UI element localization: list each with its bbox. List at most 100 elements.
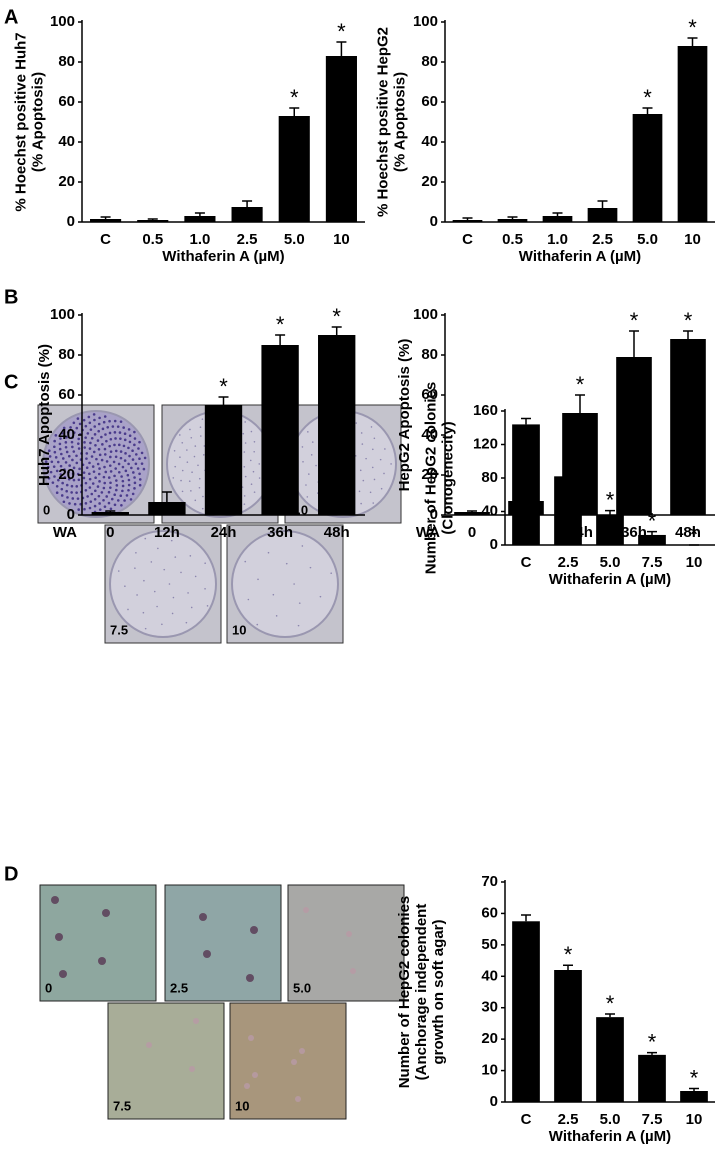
- colony-dot: [109, 486, 112, 489]
- colony-dot: [252, 470, 255, 473]
- colony-dot: [106, 425, 110, 429]
- colony-dot: [153, 590, 156, 593]
- colony-dot: [90, 436, 94, 440]
- x-tick-label: 1.0: [547, 231, 568, 248]
- bar: [452, 220, 483, 222]
- colony-dot: [108, 444, 111, 448]
- colony-dot: [302, 460, 304, 463]
- colony-dot: [47, 476, 51, 480]
- colony-dot: [250, 483, 253, 485]
- colony-dot: [103, 481, 107, 485]
- colony-dot: [88, 506, 92, 510]
- bar: [454, 512, 490, 515]
- colony-dot: [242, 432, 245, 435]
- colony-dot: [84, 436, 87, 439]
- colony-dot: [122, 426, 125, 429]
- colony-dot: [71, 472, 75, 476]
- error-bar: [647, 530, 657, 535]
- colony-dot: [60, 431, 64, 435]
- x-tick-label: 0.5: [502, 231, 523, 248]
- x-tick-label: C: [100, 231, 111, 248]
- colony-dot: [114, 455, 118, 459]
- x-axis-label: Withaferin A (µM): [162, 248, 284, 265]
- bar: [325, 56, 357, 222]
- y-tick-label: 100: [413, 13, 438, 30]
- y-axis-label: % Hoechst positive HepG2: [374, 27, 391, 217]
- colony-dot: [170, 539, 173, 542]
- colony-dot: [62, 500, 66, 504]
- colony-dot: [58, 447, 62, 451]
- colony: [248, 1035, 254, 1041]
- colony-dot: [86, 495, 89, 498]
- colony-dot: [88, 477, 92, 481]
- significance-star: *: [648, 508, 657, 533]
- colony-dot: [105, 460, 109, 463]
- bar: [680, 1091, 708, 1102]
- colony: [51, 896, 59, 904]
- colony-dot: [84, 424, 88, 428]
- y-axis-label: Number of HepG2 colonies: [422, 382, 439, 575]
- error-bar: [218, 396, 229, 405]
- colony-dot: [144, 537, 147, 540]
- y-tick-label: 40: [58, 133, 75, 150]
- colony-dot: [206, 605, 209, 607]
- colony-dot: [109, 437, 113, 441]
- colony-dot: [53, 439, 56, 443]
- colony-dot: [96, 485, 100, 488]
- colony-dot: [181, 490, 184, 493]
- colony-dot: [109, 470, 113, 473]
- bar: [542, 216, 573, 222]
- colony-dot: [244, 475, 247, 478]
- panel-label: B: [4, 286, 18, 308]
- colony-dot: [75, 485, 79, 488]
- colony-image: 10: [229, 1002, 347, 1120]
- colony-dot: [72, 450, 76, 453]
- colony-dot: [97, 447, 101, 451]
- colony-dot: [98, 508, 102, 511]
- x-tick-label: 0: [468, 524, 476, 541]
- colony-dot: [66, 430, 70, 434]
- colony-dot: [138, 483, 142, 487]
- colony-dot: [82, 476, 86, 480]
- x-tick-label: 5.0: [637, 231, 658, 248]
- error-bar: [629, 330, 639, 357]
- colony-dot: [119, 420, 123, 423]
- colony-dot: [131, 449, 134, 453]
- colony-dot: [114, 488, 118, 492]
- colony-dot: [102, 475, 106, 479]
- colony-dot: [72, 431, 76, 434]
- colony-dot: [93, 433, 97, 436]
- error-bar: [100, 216, 111, 219]
- colony-dot: [91, 465, 95, 468]
- colony-dot: [104, 470, 108, 474]
- significance-star: *: [290, 85, 299, 110]
- colony-dot: [202, 454, 205, 456]
- image-label: 5.0: [293, 980, 311, 995]
- colony-dot: [92, 413, 96, 416]
- x-tick-label: 5.0: [284, 231, 305, 248]
- colony-dot: [67, 454, 71, 458]
- colony-dot: [156, 605, 158, 608]
- colony-dot: [76, 417, 80, 420]
- colony-dot: [119, 494, 123, 498]
- colony-dot: [190, 436, 193, 439]
- colony-dot: [171, 612, 174, 615]
- colony-dot: [85, 457, 88, 460]
- colony-dot: [157, 547, 159, 550]
- colony-dot: [86, 432, 90, 435]
- colony-dot: [105, 439, 108, 443]
- image-label: 7.5: [113, 1098, 131, 1113]
- y-tick-label: 20: [481, 1030, 498, 1047]
- colony-dot: [90, 455, 94, 458]
- colony-dot: [77, 437, 81, 441]
- y-axis-label: Huh7 Apoptosis (%): [36, 344, 53, 486]
- colony-dot: [190, 606, 193, 609]
- colony-dot: [133, 437, 137, 440]
- colony-dot: [123, 499, 126, 502]
- y-tick-label: 80: [58, 346, 75, 363]
- bar: [596, 514, 624, 545]
- colony-dot: [123, 459, 127, 462]
- x-prefix: WA: [53, 524, 77, 541]
- colony-dot: [144, 627, 147, 630]
- colony-dot: [66, 496, 69, 499]
